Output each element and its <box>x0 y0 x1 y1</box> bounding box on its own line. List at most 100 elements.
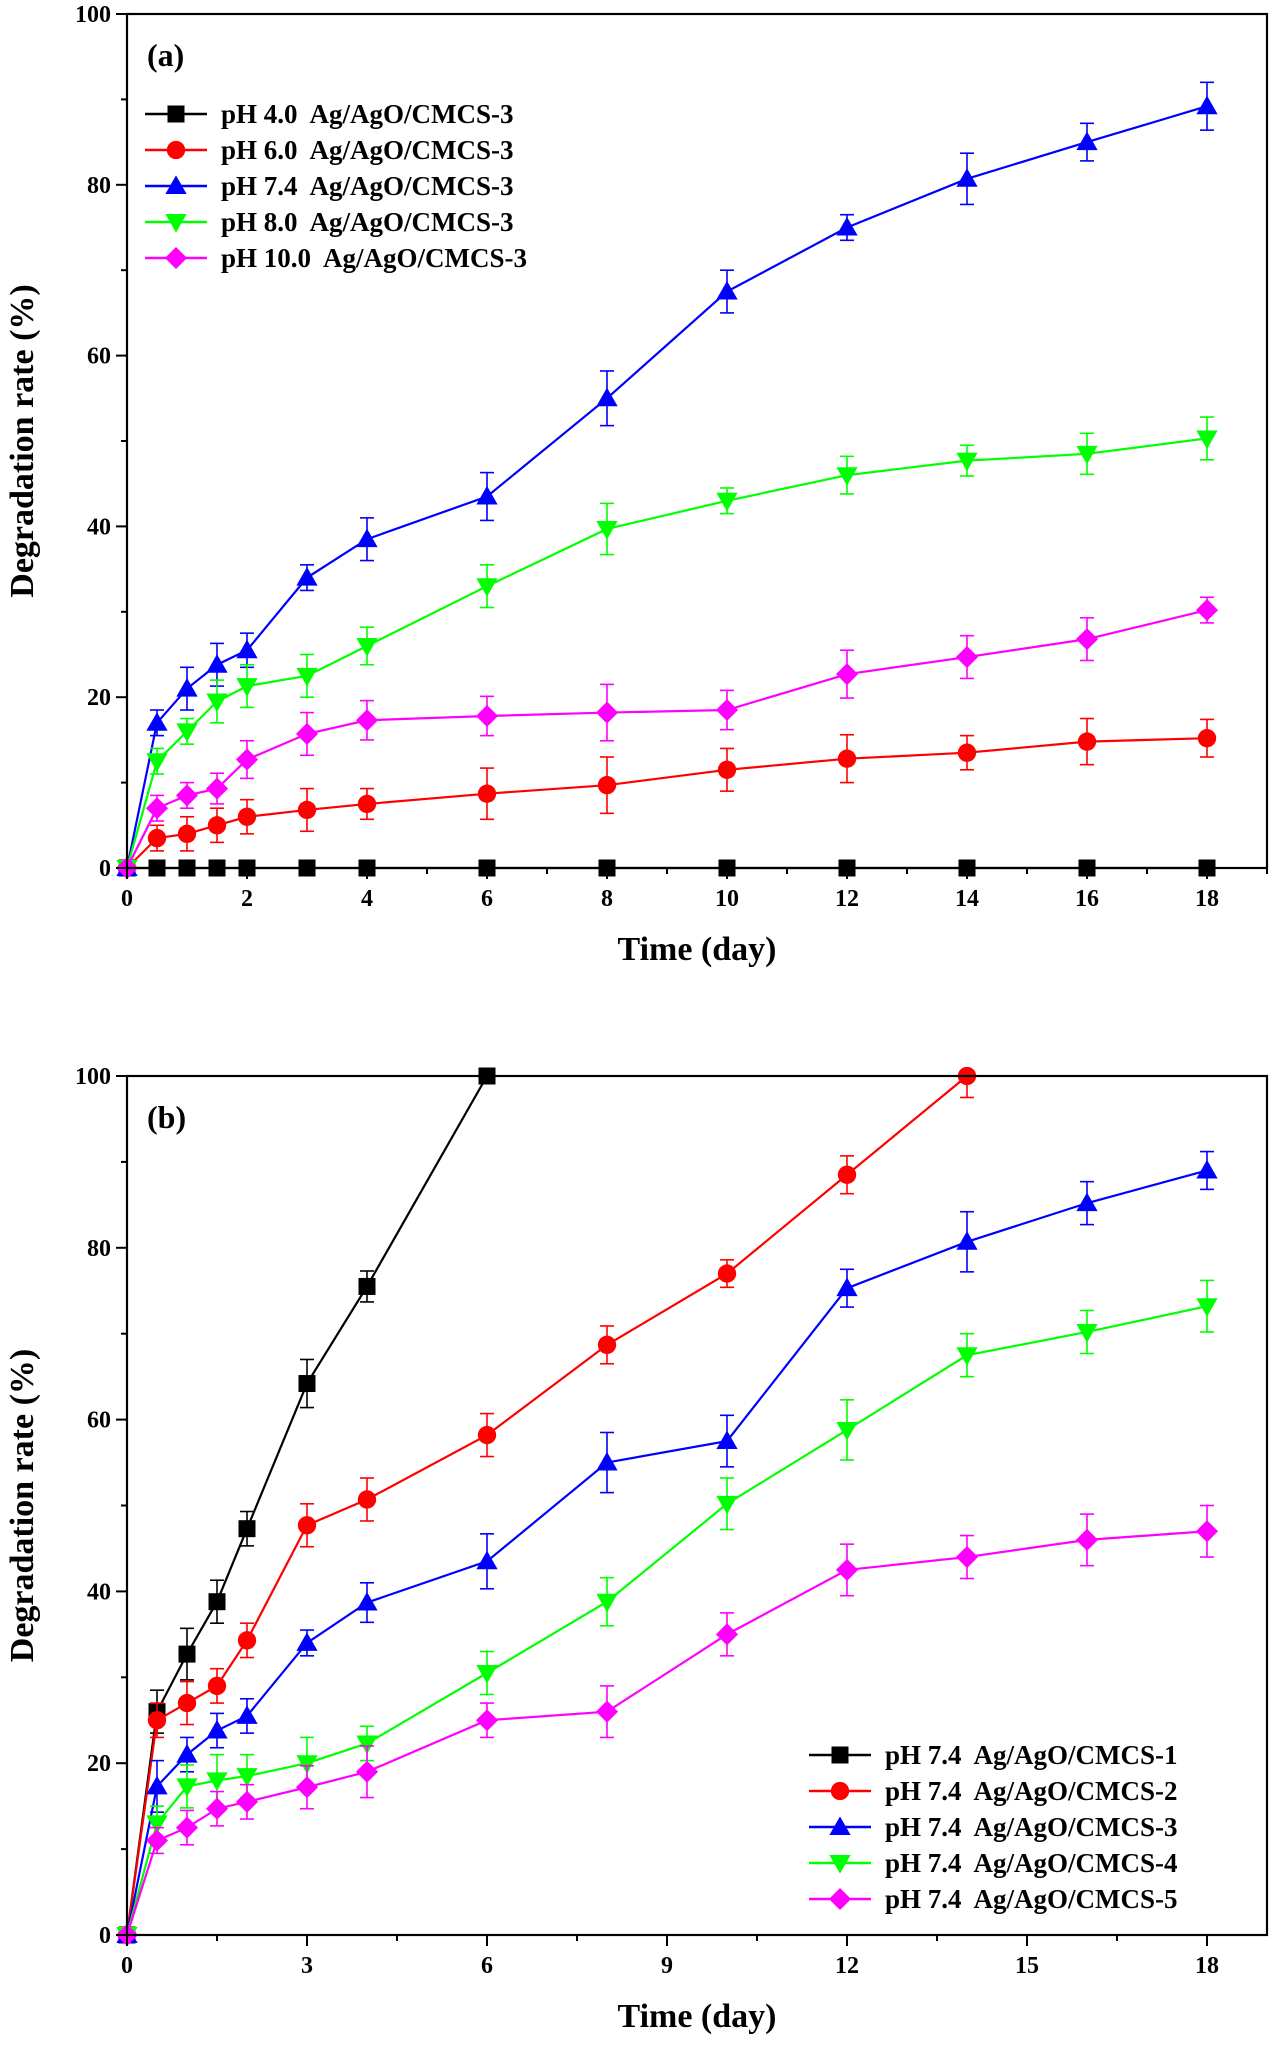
data-point <box>716 492 738 512</box>
y-tick-label: 0 <box>99 1923 111 1949</box>
data-point <box>716 280 738 300</box>
x-tick-label: 3 <box>301 1953 313 1979</box>
series-1 <box>118 1067 496 1944</box>
data-point <box>716 1430 738 1450</box>
x-axis-ticks <box>126 1935 1208 1946</box>
data-point <box>1195 1520 1219 1543</box>
data-point <box>715 698 739 722</box>
data-point <box>297 800 317 820</box>
data-point <box>237 807 257 826</box>
data-point <box>175 1816 199 1839</box>
data-point <box>205 1797 229 1820</box>
data-point <box>837 1165 857 1184</box>
y-axis-ticks <box>116 13 127 869</box>
y-tick-label: 80 <box>87 173 111 199</box>
data-point <box>477 784 497 803</box>
series-line <box>125 1075 488 1936</box>
series-line <box>125 105 1208 869</box>
series-3 <box>116 81 1218 876</box>
data-point <box>1075 628 1099 651</box>
series-group <box>115 81 1219 880</box>
data-point <box>296 667 318 687</box>
legend-marker <box>829 1855 851 1874</box>
data-point <box>477 1425 497 1445</box>
data-point <box>146 1815 168 1834</box>
series-group <box>115 1066 1219 1947</box>
x-tick-label: 16 <box>1075 886 1099 912</box>
series-5 <box>115 1504 1219 1947</box>
legend-item: pH 7.4 Ag/AgO/CMCS-4 <box>809 1848 1178 1878</box>
data-point <box>297 1516 317 1535</box>
data-point <box>597 1335 617 1355</box>
legend-label: pH 10.0 Ag/AgO/CMCS-3 <box>221 243 527 273</box>
data-point <box>595 1700 619 1723</box>
y-tick-label: 80 <box>87 1236 111 1262</box>
legend: pH 7.4 Ag/AgO/CMCS-1 pH 7.4 Ag/AgO/CMCS-2… <box>809 1740 1178 1914</box>
data-point <box>596 1451 618 1471</box>
legend-item: pH 7.4 Ag/AgO/CMCS-3 <box>809 1812 1178 1842</box>
panel-label: (b) <box>147 1099 186 1135</box>
data-point <box>1197 729 1217 748</box>
series-line <box>126 737 1208 869</box>
series-4 <box>116 416 1218 879</box>
data-point <box>147 828 167 848</box>
x-tick-label: 0 <box>121 886 133 912</box>
data-point <box>1196 1159 1218 1179</box>
data-point <box>956 1347 978 1366</box>
data-point <box>356 528 378 548</box>
x-tick-label: 18 <box>1195 886 1219 912</box>
data-point <box>296 567 318 586</box>
x-tick-label: 6 <box>481 1953 493 1979</box>
legend-label: pH 8.0 Ag/AgO/CMCS-3 <box>221 207 514 237</box>
data-point <box>596 1593 618 1613</box>
legend-marker <box>166 140 186 160</box>
series-5 <box>115 596 1219 880</box>
data-point <box>147 1711 167 1730</box>
y-tick-label: 100 <box>75 2 111 28</box>
data-point <box>177 1693 197 1713</box>
panel-label: (a) <box>147 37 184 73</box>
legend-item: pH 8.0 Ag/AgO/CMCS-3 <box>145 207 514 237</box>
data-point <box>596 520 618 540</box>
data-point <box>717 760 737 779</box>
legend-marker <box>165 175 187 194</box>
data-point <box>206 654 228 673</box>
data-point <box>836 467 858 486</box>
data-point <box>206 1719 228 1739</box>
data-point <box>1076 1192 1098 1212</box>
x-tick-label: 12 <box>835 886 859 912</box>
legend: pH 4.0 Ag/AgO/CMCS-3 pH 6.0 Ag/AgO/CMCS-3… <box>145 99 527 273</box>
data-point <box>1076 1324 1098 1343</box>
data-point <box>236 678 258 697</box>
data-point <box>955 646 979 669</box>
data-point <box>206 1772 228 1792</box>
data-point <box>235 748 259 771</box>
legend-label: pH 7.4 Ag/AgO/CMCS-5 <box>885 1884 1178 1914</box>
series-line <box>125 1169 1208 1936</box>
legend-item: pH 4.0 Ag/AgO/CMCS-3 <box>145 99 514 129</box>
data-point <box>176 1743 198 1763</box>
y-tick-label: 20 <box>87 1751 111 1777</box>
data-point <box>835 1558 859 1581</box>
data-point <box>1195 599 1219 622</box>
series-line <box>126 609 1208 869</box>
legend-label: pH 7.4 Ag/AgO/CMCS-2 <box>885 1776 1178 1806</box>
data-point <box>145 797 169 820</box>
legend-marker <box>830 1781 850 1801</box>
data-point <box>476 578 498 597</box>
y-axis-ticks <box>116 1075 127 1936</box>
legend-item: pH 7.4 Ag/AgO/CMCS-1 <box>809 1740 1178 1770</box>
series-2 <box>117 717 1217 878</box>
y-tick-label: 100 <box>75 1064 111 1090</box>
chart-panel-b: 0 3 6 9 12 15 18 0 20 40 60 80 100 Time (day) Degradat… <box>4 1064 1269 2035</box>
data-point <box>295 722 319 745</box>
legend-label: pH 7.4 Ag/AgO/CMCS-1 <box>885 1740 1178 1770</box>
data-point <box>236 1768 258 1787</box>
data-point <box>956 1231 978 1250</box>
data-point <box>356 1591 378 1611</box>
data-point <box>596 387 618 407</box>
legend-marker <box>165 214 187 233</box>
legend-item: pH 7.4 Ag/AgO/CMCS-3 <box>145 171 514 201</box>
data-point <box>176 678 198 697</box>
y-tick-label: 60 <box>87 344 111 370</box>
